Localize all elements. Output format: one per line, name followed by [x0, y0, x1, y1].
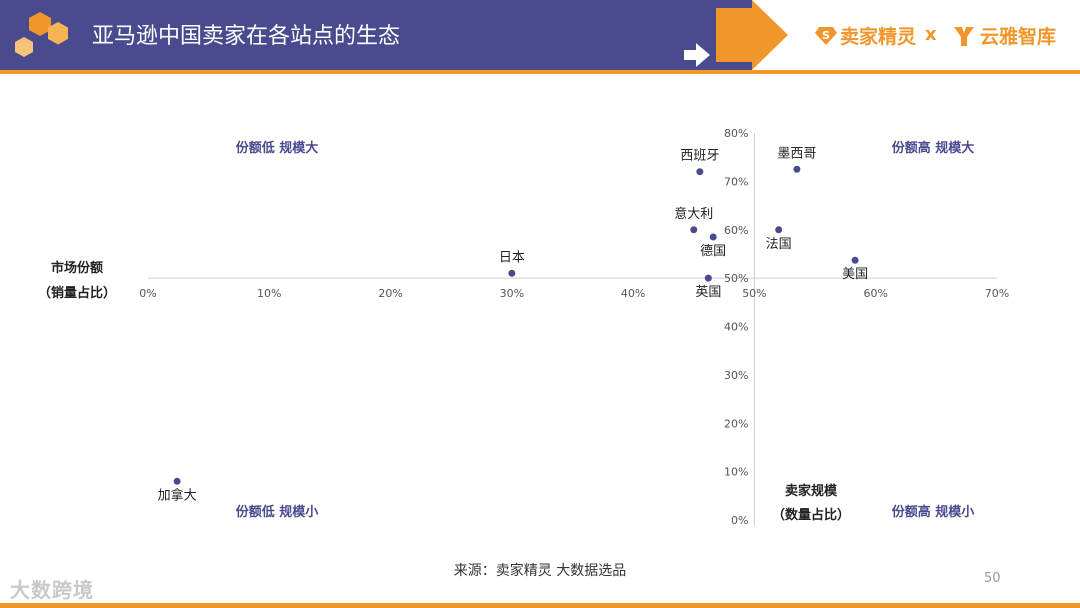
x-tick-label: 30%: [500, 287, 524, 300]
x-tick-label: 60%: [863, 287, 887, 300]
footer-rule: [0, 603, 1080, 608]
data-point-label: 日本: [499, 250, 525, 265]
page-number: 50: [984, 571, 1001, 586]
x-axis-title: （销量占比）: [38, 285, 116, 301]
x-tick-label: 40%: [621, 287, 645, 300]
data-point-label: 意大利: [674, 206, 713, 222]
data-point-label: 墨西哥: [777, 146, 816, 161]
data-point: [696, 168, 703, 175]
y-axis-title: 卖家规模: [785, 483, 838, 499]
x-tick-label: 20%: [378, 287, 402, 300]
x-tick-label: 70%: [985, 287, 1009, 300]
data-point: [793, 166, 800, 173]
data-point-label: 西班牙: [680, 149, 719, 164]
quadrant-label-top-left: 份额低 规模大: [236, 140, 319, 156]
source-note: 来源：卖家精灵 大数据选品: [0, 560, 1080, 580]
data-point: [775, 226, 782, 233]
data-point: [508, 270, 515, 277]
quadrant-label-top-right: 份额高 规模大: [892, 140, 975, 156]
y-tick-label: 70%: [724, 175, 748, 188]
y-tick-label: 30%: [724, 369, 748, 382]
x-tick-label: 10%: [257, 287, 281, 300]
data-point: [852, 257, 859, 264]
data-point-label: 法国: [766, 237, 792, 252]
data-point: [174, 478, 181, 485]
data-point-label: 加拿大: [158, 487, 197, 503]
data-point-label: 德国: [700, 244, 726, 259]
y-tick-label: 0%: [731, 514, 748, 527]
y-tick-label: 20%: [724, 417, 748, 430]
axes: 0% 10% 20% 30% 40% 50% 60% 70% 0% 10% 20% 30% 40% 50%…: [139, 127, 1009, 527]
y-tick-label: 50%: [724, 272, 748, 285]
data-point-label: 英国: [695, 285, 721, 300]
y-tick-label: 40%: [724, 321, 748, 334]
data-point: [710, 234, 717, 241]
y-axis-title: （数量占比）: [772, 507, 850, 523]
x-tick-label: 0%: [139, 287, 156, 300]
data-point: [705, 275, 712, 282]
y-tick-label: 10%: [724, 466, 748, 479]
x-axis-title: 市场份额: [51, 260, 103, 276]
quadrant-label-bottom-right: 份额高 规模小: [892, 504, 975, 520]
data-point-label: 美国: [842, 267, 868, 282]
y-tick-label: 80%: [724, 127, 748, 140]
data-point: [690, 226, 697, 233]
watermark: 大数跨境: [10, 574, 94, 603]
quadrant-label-bottom-left: 份额低 规模小: [236, 504, 319, 520]
y-tick-label: 60%: [724, 224, 748, 237]
x-tick-label: 50%: [742, 287, 766, 300]
